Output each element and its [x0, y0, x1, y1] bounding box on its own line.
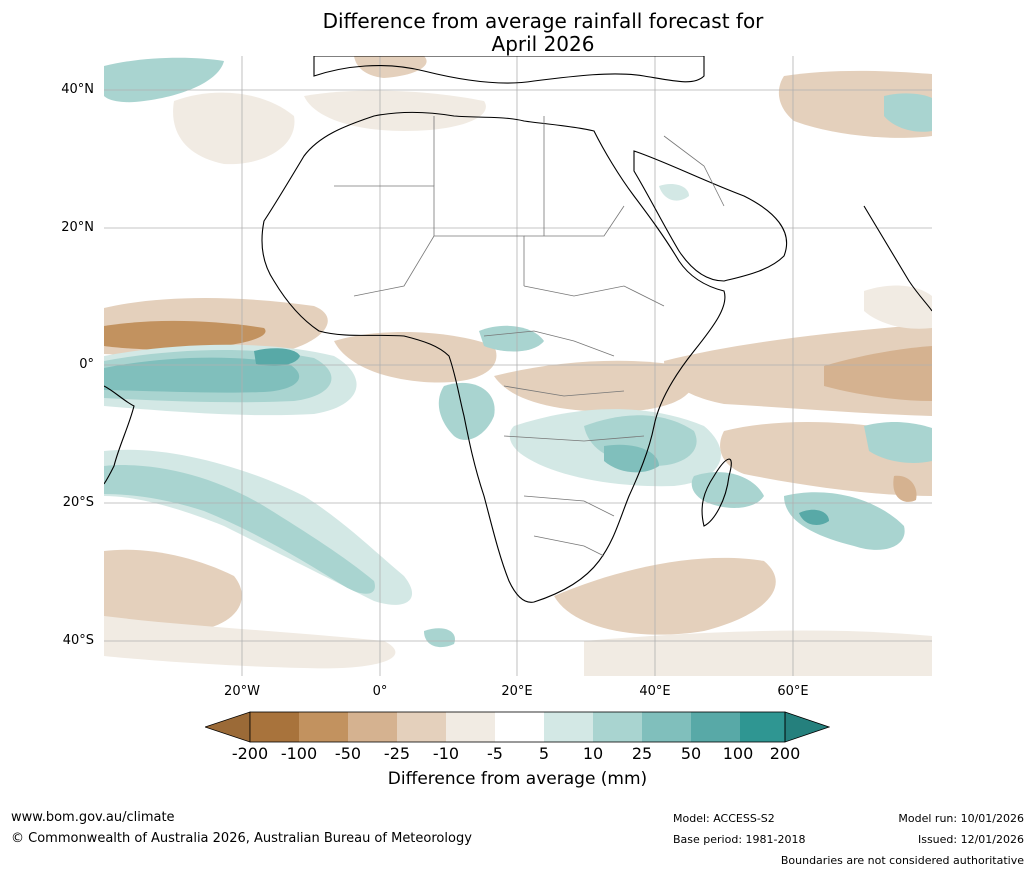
graticule [104, 56, 932, 676]
colorbar-label-8: 25 [631, 744, 653, 763]
colorbar-segment-5 [495, 712, 544, 742]
africa-coastline [261, 111, 726, 603]
colorbar-segment-10 [740, 712, 785, 742]
colorbar-segment-7 [593, 712, 642, 742]
dry-north-atlantic-light [173, 92, 295, 165]
dry-mediterranean [304, 90, 486, 131]
colorbar-label-9: 50 [680, 744, 702, 763]
lon-label-20e: 20°E [501, 684, 533, 699]
rainfall-map [104, 56, 932, 676]
wet-central-africa-north [479, 325, 544, 352]
wet-north-atlantic [104, 57, 224, 103]
lat-label-0: 0° [79, 357, 94, 372]
wet-red-sea [659, 184, 689, 201]
wet-south-atlantic-mid [104, 465, 375, 594]
colorbar-segment-3 [397, 712, 446, 742]
model-text: Model: ACCESS-S2 [673, 812, 775, 825]
wet-anomaly-areas [104, 57, 932, 648]
colorbar-segment-4 [446, 712, 495, 742]
dry-madagascar-east [893, 475, 917, 502]
wet-indian-east [864, 422, 932, 463]
colorbar-label-4: -10 [432, 744, 460, 763]
dry-gulf-guinea [334, 331, 497, 383]
colorbar-label-6: 5 [538, 744, 550, 763]
colorbar-label-5: -5 [487, 744, 503, 763]
model-run-text: Model run: 10/01/2026 [898, 812, 1024, 825]
lat-label-20n: 20°N [61, 220, 94, 235]
dry-indian-ocean-core [824, 346, 932, 401]
dry-central-africa-band [494, 360, 694, 412]
colorbar-label-10: 100 [722, 744, 754, 763]
colorbar-label-7: 10 [582, 744, 604, 763]
title-line-1: Difference from average rainfall forecas… [322, 9, 764, 33]
lat-label-40n: 40°N [61, 82, 94, 97]
issued-text: Issued: 12/01/2026 [917, 833, 1024, 846]
arabia-coastline [633, 150, 788, 282]
lon-label-60e: 60°E [777, 684, 809, 699]
dry-south-light-east [584, 630, 932, 676]
india-coastline [863, 205, 932, 312]
colorbar-segment-6 [544, 712, 593, 742]
wet-congo [438, 382, 495, 440]
map-title: Difference from average rainfall forecas… [0, 10, 1035, 56]
colorbar-segment-1 [299, 712, 348, 742]
colorbar-label-3: -25 [383, 744, 411, 763]
wet-mozambique [604, 444, 659, 473]
dry-anomaly-areas [104, 56, 932, 676]
wet-south-ocean-spots [424, 628, 455, 648]
copyright-text: © Commonwealth of Australia 2026, Austra… [11, 831, 472, 846]
colorbar-label-11: 200 [769, 744, 801, 763]
colorbar-segment-2 [348, 712, 397, 742]
colorbar-segment-0 [250, 712, 299, 742]
lat-label-40s: 40°S [62, 633, 94, 648]
wet-middle-east-teal [884, 93, 932, 132]
colorbar-label-2: -50 [334, 744, 362, 763]
dry-south-atlantic-west [104, 549, 242, 632]
website-link[interactable]: www.bom.gov.au/climate [11, 810, 175, 825]
colorbar-under-arrow [203, 711, 251, 743]
lon-label-20w: 20°W [224, 684, 260, 699]
madagascar-coastline [701, 458, 732, 527]
wet-madagascar-channel [691, 472, 764, 508]
coastlines [104, 56, 932, 603]
dry-north-coast-strip [354, 56, 427, 78]
dry-arabian-sea-light [864, 285, 932, 329]
colorbar-label-1: -100 [280, 744, 318, 763]
map-canvas [104, 56, 932, 676]
lon-label-0: 0° [372, 684, 388, 699]
colorbar-over-arrow [784, 711, 831, 743]
dry-south-light-west [104, 616, 396, 669]
wet-atlantic-equatorial-strong [104, 357, 300, 393]
wet-south-indian-core [799, 509, 829, 525]
europe-coastline [313, 56, 705, 84]
colorbar-title: Difference from average (mm) [387, 769, 648, 789]
boundaries-disclaimer: Boundaries are not considered authoritat… [780, 854, 1024, 867]
lon-label-40e: 40°E [639, 684, 671, 699]
lat-label-20s: 20°S [62, 495, 94, 510]
title-line-2: April 2026 [491, 32, 595, 56]
dry-southern-ocean-east [554, 557, 776, 635]
country-borders [334, 116, 725, 557]
colorbar [203, 711, 831, 747]
colorbar-label-0: -200 [231, 744, 269, 763]
colorbar-segment-9 [691, 712, 740, 742]
wet-atlantic-core [254, 348, 300, 366]
wet-south-indian [784, 492, 905, 550]
dry-band-equatorial-atlantic-strong [104, 320, 266, 350]
colorbar-segment-8 [642, 712, 691, 742]
south-america-coastline [104, 385, 135, 485]
base-period-text: Base period: 1981-2018 [673, 833, 806, 846]
